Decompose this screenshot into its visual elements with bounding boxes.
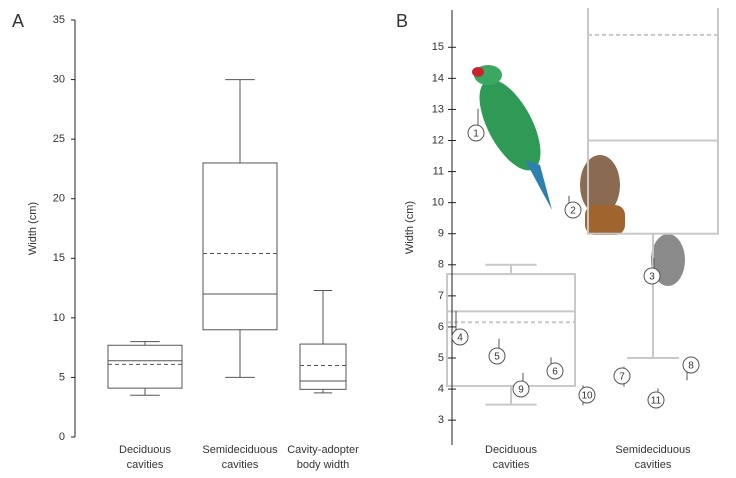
x-tick-label: Cavity-adopter [287, 444, 359, 456]
y-tick-label: 13 [432, 103, 444, 115]
x-tick-label: cavities [493, 459, 530, 471]
bird-number: 3 [649, 272, 655, 283]
box [587, 8, 719, 235]
bird-marker [488, 347, 506, 365]
bird-marker [512, 380, 530, 398]
bird-number: 4 [457, 333, 463, 344]
bird-number: 11 [651, 396, 662, 407]
box-group [446, 8, 719, 406]
x-tick-label: Semideciduous [615, 444, 691, 456]
bird-marker [467, 124, 485, 142]
bird-number: 7 [619, 372, 625, 383]
bird-number: 6 [552, 367, 558, 378]
bird-marker [451, 328, 469, 346]
y-tick-label: 25 [53, 133, 65, 145]
y-tick-label: 12 [432, 134, 444, 146]
bird-marker [564, 201, 582, 219]
bird-marker [643, 267, 661, 285]
bird-marker [647, 391, 665, 409]
box [107, 344, 183, 389]
bird-number: 10 [581, 391, 593, 402]
bird-number: 9 [518, 385, 524, 396]
y-tick-label: 5 [59, 371, 65, 383]
y-tick-label: 35 [53, 14, 65, 26]
x-tick-label: Deciduous [485, 444, 537, 456]
y-axis-label: Width (cm) [27, 202, 39, 255]
bird-marker [578, 386, 596, 404]
bird-number: 1 [473, 129, 479, 140]
box [202, 162, 278, 331]
y-tick-label: 3 [438, 414, 444, 426]
x-tick-label: cavities [127, 459, 164, 471]
bird-number: 8 [688, 361, 694, 372]
y-tick-label: 11 [433, 165, 444, 177]
y-tick-label: 4 [438, 383, 444, 395]
bird-number: 5 [494, 352, 500, 363]
y-tick-label: 6 [438, 321, 444, 333]
y-tick-label: 10 [432, 197, 444, 209]
y-tick-label: 20 [53, 193, 65, 205]
x-tick-label: Deciduous [119, 444, 171, 456]
panel-label: A [12, 11, 24, 31]
y-tick-label: 9 [438, 228, 444, 240]
y-tick-label: 30 [53, 73, 65, 85]
box [299, 343, 347, 390]
bird-marker [682, 356, 700, 374]
box-group [107, 79, 347, 396]
y-tick-label: 10 [53, 312, 65, 324]
owl [580, 155, 625, 235]
y-tick-label: 14 [432, 72, 444, 84]
bird-number: 2 [570, 206, 576, 217]
y-tick-label: 5 [438, 352, 444, 364]
y-tick-label: 15 [432, 41, 444, 53]
x-tick-label: cavities [635, 459, 672, 471]
x-tick-label: cavities [222, 459, 259, 471]
bird-marker [613, 367, 631, 385]
x-tick-label: body width [297, 459, 350, 471]
y-tick-label: 8 [438, 259, 444, 271]
y-tick-label: 0 [59, 431, 65, 443]
box [446, 273, 576, 387]
y-axis-label: Width (cm) [404, 201, 416, 254]
parrot [472, 65, 552, 210]
y-tick-label: 15 [53, 252, 65, 264]
bird-marker [546, 362, 564, 380]
x-tick-label: Semideciduous [202, 444, 278, 456]
panel-label: B [396, 11, 408, 31]
y-tick-label: 7 [438, 290, 444, 302]
